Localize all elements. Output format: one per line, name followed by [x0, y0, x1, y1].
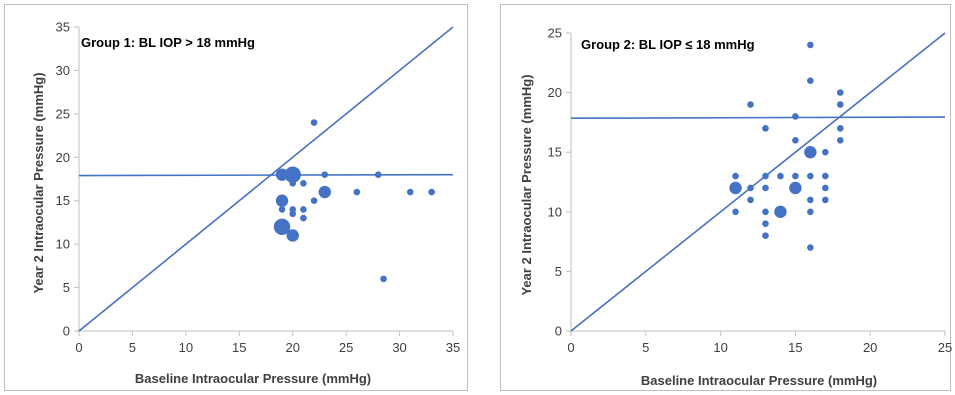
- data-point: [406, 188, 414, 196]
- y-tick-label: 10: [548, 204, 562, 219]
- data-point: [380, 275, 387, 283]
- y-tick-label: 30: [56, 63, 70, 78]
- x-tick-label: 15: [788, 340, 802, 355]
- y-tick-label: 10: [56, 237, 70, 252]
- data-point: [792, 136, 799, 144]
- data-point: [286, 229, 299, 242]
- scatter-chart-group-2: Group 2: BL IOP ≤ 18 mmHg Baseline Intra…: [519, 26, 952, 389]
- y-tick-label: 0: [555, 324, 562, 339]
- data-point: [792, 172, 799, 180]
- x-tick-label: 20: [285, 340, 299, 355]
- data-point: [804, 146, 817, 159]
- chart-title: Group 2: BL IOP ≤ 18 mmHg: [581, 37, 755, 52]
- data-point: [836, 101, 844, 108]
- y-tick-label: 15: [548, 145, 562, 160]
- data-point: [300, 214, 307, 222]
- data-point: [762, 172, 769, 180]
- data-point: [822, 172, 829, 180]
- x-axis-title: Baseline Intraocular Pressure (mmHg): [641, 373, 877, 388]
- x-tick-label: 0: [75, 340, 82, 355]
- scatter-chart-group-1: Group 1: BL IOP > 18 mmHg Baseline Intra…: [31, 20, 460, 387]
- data-point: [762, 220, 769, 228]
- data-point: [836, 136, 844, 144]
- y-tick-label: 5: [63, 280, 70, 295]
- data-point: [762, 208, 769, 216]
- data-point: [807, 244, 814, 251]
- y-tick-label: 25: [548, 26, 562, 41]
- data-point: [774, 205, 787, 218]
- data-point: [300, 206, 307, 213]
- y-axis-title: Year 2 Intraocular Pressure (mmHg): [519, 74, 534, 295]
- y-tick-label: 15: [56, 193, 70, 208]
- data-point: [747, 196, 754, 204]
- data-point: [836, 89, 844, 96]
- data-point: [729, 181, 742, 195]
- data-point: [273, 218, 291, 235]
- x-tick-label: 5: [129, 340, 136, 355]
- y-tick-label: 25: [56, 106, 70, 121]
- data-point: [310, 119, 318, 126]
- data-point: [807, 172, 814, 180]
- data-point: [807, 196, 814, 204]
- x-tick-label: 5: [642, 340, 649, 355]
- data-point: [836, 125, 844, 132]
- data-point: [300, 180, 307, 187]
- data-point: [762, 125, 769, 132]
- x-tick-label: 25: [339, 340, 353, 355]
- data-point: [762, 184, 769, 192]
- data-point: [318, 185, 331, 199]
- x-tick-label: 10: [179, 340, 193, 355]
- data-point: [374, 171, 382, 178]
- x-tick-label: 15: [232, 340, 246, 355]
- data-point: [289, 210, 297, 218]
- data-point: [822, 196, 829, 204]
- data-point: [289, 180, 297, 187]
- data-point: [807, 208, 814, 216]
- data-point: [792, 113, 799, 120]
- chart-panel-group-1: Group 1: BL IOP > 18 mmHg Baseline Intra…: [4, 4, 468, 391]
- identity-line: [570, 32, 946, 332]
- x-tick-label: 10: [713, 340, 727, 355]
- x-tick-label: 35: [446, 340, 460, 355]
- x-axis-title: Baseline Intraocular Pressure (mmHg): [135, 371, 371, 386]
- data-point: [310, 197, 318, 205]
- x-tick-label: 30: [392, 340, 406, 355]
- x-tick-label: 25: [938, 340, 952, 355]
- x-tick-label: 20: [863, 340, 877, 355]
- data-point: [789, 181, 802, 195]
- threshold-line: [570, 116, 946, 120]
- chart-panel-group-2: Group 2: BL IOP ≤ 18 mmHg Baseline Intra…: [500, 4, 952, 391]
- data-point: [747, 184, 754, 192]
- chart-title: Group 1: BL IOP > 18 mmHg: [81, 35, 255, 50]
- y-tick-label: 20: [548, 85, 562, 100]
- data-point: [732, 172, 739, 180]
- y-axis-title: Year 2 Intraocular Pressure (mmHg): [31, 72, 46, 293]
- y-tick-label: 5: [555, 264, 562, 279]
- data-point: [353, 188, 361, 196]
- data-point: [275, 194, 289, 207]
- data-point: [777, 172, 784, 180]
- data-point: [822, 148, 829, 156]
- data-point: [284, 166, 301, 183]
- threshold-line: [78, 173, 454, 177]
- data-point: [822, 184, 829, 192]
- data-point: [278, 206, 286, 213]
- identity-line: [78, 26, 454, 332]
- y-tick-label: 0: [63, 324, 70, 339]
- data-point: [807, 41, 814, 49]
- data-point: [428, 188, 435, 196]
- data-point: [807, 77, 814, 84]
- x-tick-label: 0: [567, 340, 574, 355]
- data-point: [762, 232, 769, 239]
- data-point: [321, 171, 329, 178]
- data-point: [747, 101, 754, 108]
- y-tick-label: 20: [56, 150, 70, 165]
- y-tick-label: 35: [56, 20, 70, 35]
- data-point: [732, 208, 739, 216]
